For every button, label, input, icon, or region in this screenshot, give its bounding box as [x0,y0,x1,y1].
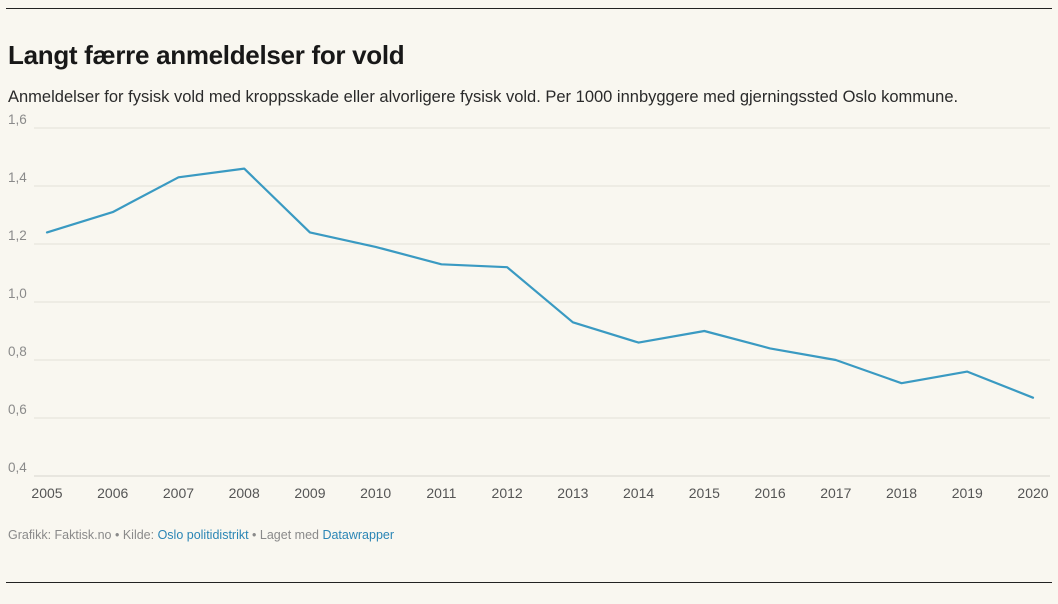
chart-title: Langt færre anmeldelser for vold [8,40,405,70]
series-lines [45,167,1035,399]
graphic-credit: Grafikk: Faktisk.no [8,528,112,542]
x-tick-label: 2017 [820,485,851,501]
x-tick-label: 2011 [426,485,456,501]
footer-separator: • [248,528,260,542]
x-tick-label: 2005 [31,485,62,501]
x-tick-label: 2015 [689,485,720,501]
datawrapper-link[interactable]: Datawrapper [322,528,395,542]
made-with-label: Laget med [259,528,323,542]
y-tick-label: 1,4 [8,170,27,185]
y-tick-label: 0,6 [8,402,27,417]
x-tick-label: 2016 [754,485,785,501]
footer-separator: • [111,528,123,542]
x-axis-ticks: 2005 2006 2007 2008 2009 2010 2011 2012 2013 2014… [31,485,1048,501]
x-tick-label: 2012 [492,485,523,501]
gridlines [34,127,1050,477]
y-tick-label: 1,0 [8,286,27,301]
x-tick-label: 2006 [97,485,128,501]
x-tick-label: 2009 [294,485,325,501]
chart-subtitle: Anmeldelser for fysisk vold med kroppssk… [8,88,959,106]
top-rule [6,8,1052,9]
y-axis-ticks: 0,4 0,6 0,8 1,0 1,2 1,4 1,6 [8,112,27,475]
x-tick-label: 2010 [360,485,391,501]
chart-footer: Grafikk: Faktisk.no • Kilde: Oslo politi… [8,528,394,542]
x-tick-label: 2014 [623,485,654,501]
bottom-rule [6,582,1052,583]
x-tick-label: 2020 [1017,485,1048,501]
x-tick-label: 2018 [886,485,917,501]
line-chart: 0,40,60,81,01,21,41,6 2005 2006 2007 2008 20… [8,112,1050,501]
x-tick-label: 2007 [163,485,194,501]
y-tick-label: 0,8 [8,344,27,359]
y-tick-label: 1,2 [8,228,27,243]
x-tick-label: 2013 [557,485,588,501]
source-label: Kilde: [122,528,158,542]
series-line [45,167,1035,399]
x-tick-label: 2019 [952,485,983,501]
source-link[interactable]: Oslo politidistrikt [157,528,249,542]
x-tick-label: 2008 [229,485,260,501]
y-tick-label: 0,4 [8,460,27,475]
y-tick-label: 1,6 [8,112,27,127]
